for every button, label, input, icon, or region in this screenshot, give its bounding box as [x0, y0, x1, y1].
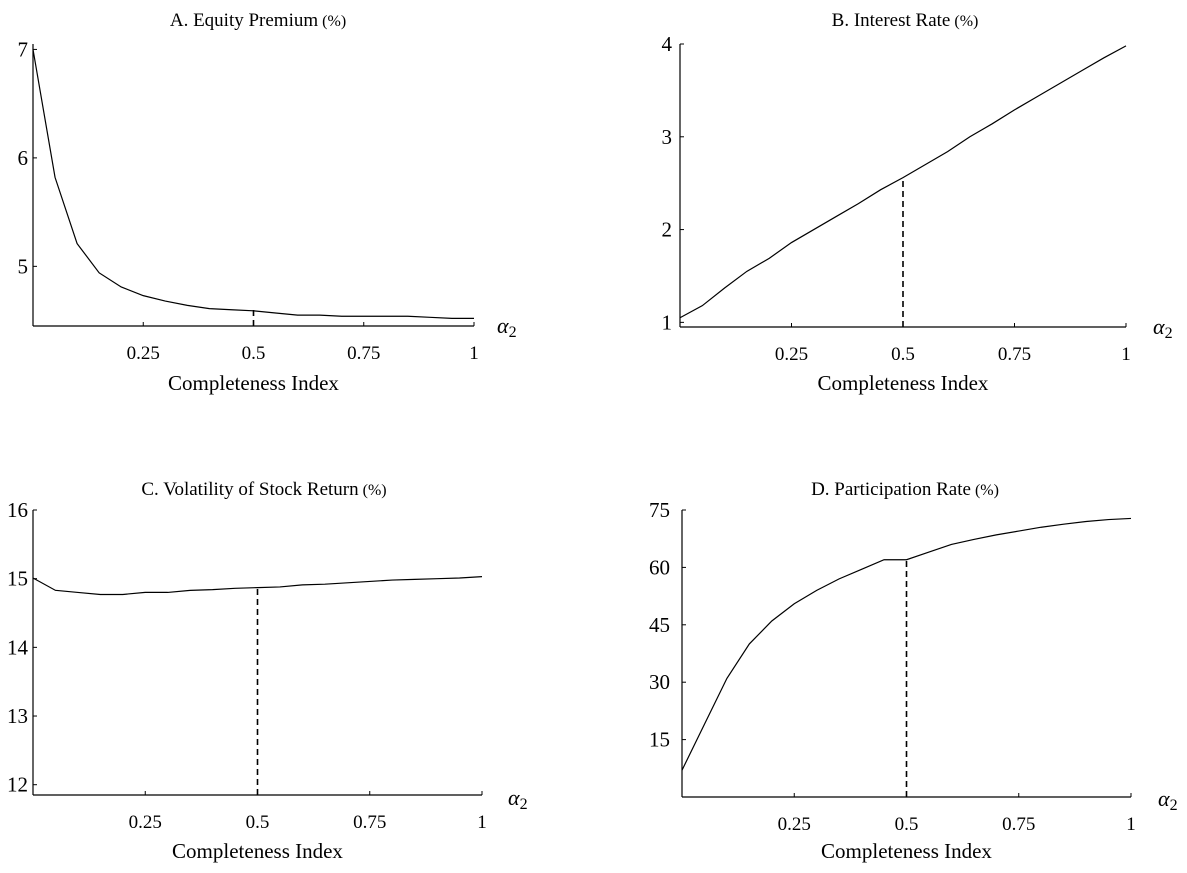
- series-line: [32, 49, 474, 320]
- x-axis-label: Completeness Index: [821, 839, 992, 863]
- panel-volatility-of-stock-return: C. Volatility of Stock Return (%)12131415…: [7, 479, 528, 863]
- x-axis-symbol-subscript: 2: [520, 796, 528, 813]
- x-axis-symbol-alpha: α: [1158, 786, 1170, 811]
- x-axis-symbol: α2: [1158, 786, 1178, 814]
- x-axis-symbol-alpha: α: [508, 785, 520, 810]
- y-tick-label: 45: [649, 613, 670, 637]
- y-tick-label: 30: [649, 670, 670, 694]
- y-tick-label: 3: [662, 125, 673, 149]
- x-axis-label: Completeness Index: [818, 371, 989, 395]
- y-tick-label: 13: [7, 704, 28, 728]
- x-tick-label: 0.5: [246, 812, 270, 833]
- x-tick-label: 1: [1126, 814, 1136, 835]
- x-tick-label: 0.25: [129, 812, 162, 833]
- x-tick-label: 0.25: [778, 814, 811, 835]
- chart-title-text: C. Volatility of Stock Return: [141, 479, 359, 500]
- x-tick-label: 1: [469, 343, 479, 364]
- series-line: [32, 576, 483, 596]
- y-tick-label: 15: [7, 567, 28, 591]
- x-axis-symbol: α2: [508, 785, 528, 813]
- y-tick-label: 15: [649, 728, 670, 752]
- x-axis-symbol: α2: [497, 313, 517, 341]
- x-axis-symbol: α2: [1153, 314, 1173, 342]
- x-tick-label: 0.75: [347, 343, 380, 364]
- y-tick-label: 16: [7, 498, 28, 522]
- series-line: [681, 517, 1132, 771]
- chart-title-unit: (%): [363, 482, 387, 499]
- x-tick-label: 0.75: [353, 812, 386, 833]
- y-tick-label: 60: [649, 555, 670, 579]
- x-tick-label: 0.5: [895, 814, 919, 835]
- chart-title-unit: (%): [954, 13, 978, 30]
- series-line: [679, 45, 1127, 319]
- chart-title-unit: (%): [322, 13, 346, 30]
- x-tick-label: 0.25: [127, 343, 160, 364]
- panel-interest-rate: B. Interest Rate (%) 1 2 3 4 0.25 0.5 0.75 1 Compl…: [662, 10, 1173, 395]
- y-tick-label: 12: [7, 773, 28, 797]
- x-axis-symbol-subscript: 2: [1165, 325, 1173, 342]
- panel-participation-rate: D. Participation Rate (%) 15 30 45 60 75 0.25 0.…: [649, 479, 1178, 863]
- x-axis-symbol-subscript: 2: [509, 324, 517, 341]
- y-tick-label: 75: [649, 498, 670, 522]
- x-tick-label: 1: [477, 812, 487, 833]
- y-tick-label: 4: [662, 32, 673, 56]
- y-tick-label: 2: [662, 218, 673, 242]
- x-axis-label: Completeness Index: [168, 371, 339, 395]
- x-tick-label: 0.75: [1002, 814, 1035, 835]
- y-tick-label: 7: [18, 37, 29, 61]
- x-axis-symbol-alpha: α: [497, 313, 509, 338]
- chart-title-unit: (%): [975, 482, 999, 499]
- x-tick-label: 0.25: [775, 344, 808, 365]
- x-tick-label: 1: [1121, 344, 1131, 365]
- x-axis-label: Completeness Index: [172, 839, 343, 863]
- x-axis-symbol-alpha: α: [1153, 314, 1165, 339]
- chart-title: D. Participation Rate (%): [811, 479, 999, 500]
- x-tick-label: 0.5: [891, 344, 915, 365]
- chart-title: B. Interest Rate (%): [832, 10, 979, 31]
- chart-title-text: B. Interest Rate: [832, 10, 951, 31]
- chart-title-text: A. Equity Premium: [170, 10, 319, 31]
- y-tick-label: 14: [7, 635, 29, 659]
- chart-title-text: D. Participation Rate: [811, 479, 971, 500]
- x-axis-symbol-subscript: 2: [1170, 797, 1178, 814]
- y-tick-label: 5: [18, 254, 29, 278]
- chart-title: A. Equity Premium (%): [170, 10, 346, 31]
- x-tick-label: 0.5: [242, 343, 266, 364]
- chart-title: C. Volatility of Stock Return (%): [141, 479, 386, 500]
- x-tick-label: 0.75: [998, 344, 1031, 365]
- y-tick-label: 6: [18, 146, 29, 170]
- panel-equity-premium: A. Equity Premium (%) 5 6 7 0.25 0.5 0.75 1 Compl…: [18, 10, 517, 395]
- y-tick-label: 1: [662, 310, 673, 334]
